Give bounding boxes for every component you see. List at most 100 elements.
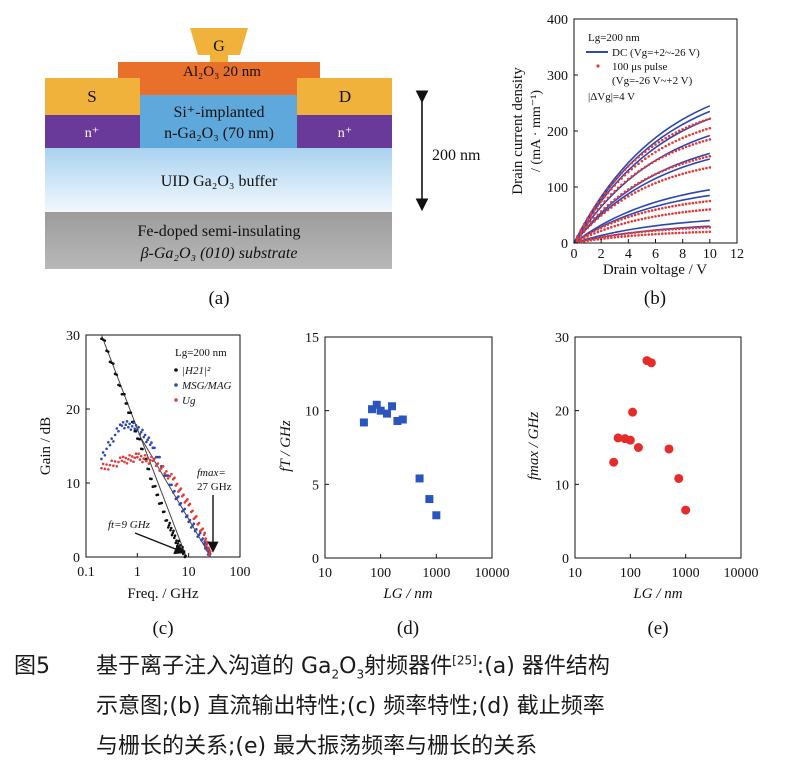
panel-c-point-msg: [103, 453, 107, 457]
panel-b-pulse-point: [708, 117, 712, 120]
panel-c-xtick-label: 0.1: [77, 565, 95, 580]
panel-c-point-msg: [153, 446, 156, 450]
panel-e-data-point: [664, 444, 674, 454]
panel-c-point-msg: [193, 529, 197, 533]
panel-b-pulse-point: [688, 202, 691, 205]
panel-b-pulse-point: [586, 224, 589, 228]
panel-d-plot-frame: [324, 336, 493, 559]
panel-b-pulse-point: [681, 162, 684, 165]
panel-b-pulse-point: [589, 216, 593, 220]
panel-b-pulse-point: [620, 177, 623, 180]
panel-b-pulse-point: [677, 129, 681, 133]
panel-b-pulse-point: [691, 159, 695, 162]
panel-c-point-msg: [115, 427, 119, 430]
panel-c-point-msg: [188, 518, 192, 522]
panel-b-pulse-point: [664, 232, 667, 235]
panel-b-pulse-point: [677, 173, 681, 177]
panel-c-point-ug: [121, 455, 125, 459]
panel-c-point-ug: [108, 463, 112, 467]
panel-c-point-ug: [142, 457, 146, 460]
panel-c-point-msg: [128, 422, 131, 426]
panel-b-pulse-point: [650, 233, 654, 236]
panel-b-dc-curve: [573, 117, 711, 244]
panel-b-pulse-point: [620, 232, 623, 236]
panel-d-data-point: [388, 402, 397, 411]
panel-c-point-h21: [160, 501, 164, 505]
panel-b-pulse-point: [616, 235, 620, 239]
panel-b-legend-pulse-dot: [596, 64, 600, 68]
panel-b-pulse-point: [610, 221, 613, 225]
panel-b-pulse-point: [694, 169, 698, 172]
panel-c-point-h21: [154, 484, 157, 488]
al2o3-dielectric: [118, 62, 320, 95]
panel-b-pulse-point: [599, 203, 603, 207]
panel-b-pulse-point: [650, 174, 654, 178]
panel-b-pulse-point: [650, 229, 654, 233]
panel-c-point-msg: [187, 520, 190, 524]
panel-c-point-ug: [168, 474, 172, 478]
panel-d-xtick-label: 10: [318, 566, 332, 581]
panel-b-pulse-point: [633, 165, 637, 168]
panel-b-pulse-point: [694, 201, 698, 204]
panel-c-point-msg: [195, 527, 198, 531]
panel-c-point-ug: [113, 460, 117, 463]
panel-b-pulse-point: [684, 171, 688, 175]
panel-c-point-msg: [170, 483, 173, 487]
panel-b-pulse-point: [684, 231, 688, 234]
panel-b-pulse-point: [650, 161, 654, 165]
panel-b-chart: 0 2 4 6 8 10 12 0 100 200 300 400 Lg=200 nm DC (Vg=…: [510, 13, 744, 309]
depth-label: 200 nm: [432, 147, 481, 164]
implanted-channel-layer: [140, 95, 297, 148]
panel-c-point-ug: [141, 460, 144, 464]
panel-b-pulse-point: [698, 168, 701, 171]
panel-c-label: (c): [152, 618, 173, 639]
panel-b-pulse-point: [610, 234, 613, 237]
panel-b-xlabel: Drain voltage / V: [603, 262, 707, 278]
panel-b-pulse-point: [616, 223, 620, 227]
panel-b-pulse-point: [582, 236, 586, 240]
caption-sub-3: 3: [356, 667, 365, 682]
panel-b-pulse-point: [664, 154, 667, 157]
panel-c-point-msg: [130, 424, 134, 428]
panel-b-pulse-point: [698, 230, 701, 234]
panel-c-legend-ug-marker: [174, 398, 178, 402]
panel-b-pulse-point: [623, 221, 627, 225]
panel-e-xtick-label: 1000: [672, 566, 700, 581]
panel-b-pulse-point: [677, 203, 681, 207]
panel-b-pulse-point: [599, 196, 603, 200]
panel-b-pulse-point: [681, 127, 684, 131]
panel-c-point-msg: [196, 535, 199, 538]
source-contact: [45, 78, 140, 115]
panel-b-pulse-point: [701, 200, 705, 204]
panel-b-pulse-point: [650, 152, 654, 156]
panel-c-point-ug: [204, 537, 208, 540]
panel-b-pulse-point: [610, 200, 613, 204]
panel-b-pulse-point: [623, 190, 627, 194]
panel-b-pulse-point: [586, 235, 589, 238]
panel-d-data-point: [398, 415, 407, 424]
panel-b-pulse-point: [677, 163, 681, 167]
panel-c-point-h21: [177, 539, 181, 543]
panel-b-pulse-point: [644, 233, 647, 237]
panel-b-pulse-point: [637, 170, 640, 173]
panel-b-pulse-point: [705, 166, 708, 170]
panel-c-point-msg: [201, 537, 205, 540]
caption-reference[interactable]: [25]: [452, 653, 477, 668]
panel-c-point-ug: [182, 493, 185, 497]
panel-c-point-msg: [146, 438, 149, 442]
panel-b-pulse-point: [671, 151, 674, 154]
panel-b-pulse-point: [650, 145, 654, 149]
panel-b-pulse-point: [623, 235, 627, 238]
panel-c-point-h21: [178, 543, 182, 547]
substrate-label-line2: β-Ga₂O₃ (010) substrate: [140, 245, 298, 262]
panel-c-point-ug: [186, 498, 189, 501]
panel-b-pulse-point: [613, 203, 617, 207]
panel-c-point-msg: [138, 432, 142, 436]
panel-c-point-h21: [178, 546, 181, 550]
panel-c-point-msg: [142, 435, 146, 439]
panel-e-data-point: [628, 407, 638, 417]
source-label: S: [87, 87, 96, 106]
drain-contact: [297, 78, 392, 115]
panel-b-pulse-point: [705, 200, 708, 203]
panel-b-pulse-point: [701, 156, 705, 160]
